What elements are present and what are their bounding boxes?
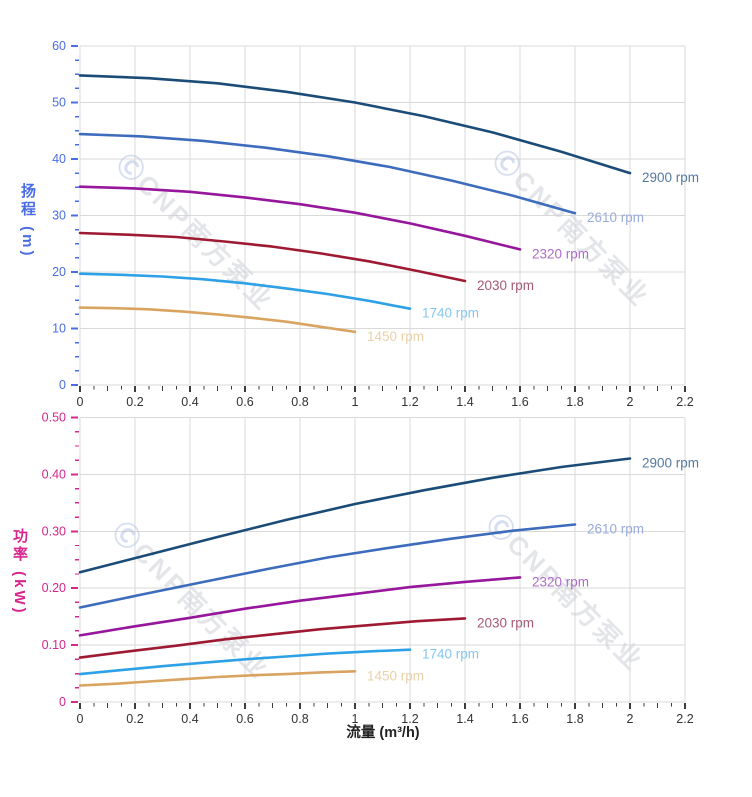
x-tick-label: 0 [77,395,84,409]
curve-label-1740-rpm: 1740 rpm [422,647,479,662]
x-tick-label: 2 [627,712,634,726]
y-tick-label: 0 [59,378,66,392]
flow-axis-title: 流量 (m³/h) [346,725,420,741]
curve-label-2900-rpm: 2900 rpm [642,170,699,185]
curve-1450-rpm [78,670,357,687]
curve-1740-rpm [78,272,412,310]
y-tick-label: 50 [52,96,66,110]
curve-label-1740-rpm: 1740 rpm [422,306,479,321]
x-tick-label: 1.4 [456,712,473,726]
curve-2900-rpm [78,74,632,175]
x-tick-label: 1 [352,712,359,726]
curve-2610-rpm [78,523,577,609]
x-tick-label: 1 [352,395,359,409]
curve-2320-rpm [78,576,522,637]
y-tick-label: 0.20 [42,581,66,595]
x-tick-label: 0.2 [126,712,143,726]
x-tick-label: 0 [77,712,84,726]
power-axis-title: 功率 (kW) [11,528,28,616]
y-tick-label: 60 [52,39,66,53]
curve-label-2030-rpm: 2030 rpm [477,615,534,630]
y-tick-label: 40 [52,152,66,166]
curve-1450-rpm [78,306,357,334]
head-axis-title: 扬程 (m) [19,183,36,259]
curve-2030-rpm [78,617,467,659]
x-tick-label: 0.2 [126,395,143,409]
y-tick-label: 20 [52,265,66,279]
power-curves: 0 0.10 0.20 0.30 0.40 0.50 0 0.2 0.4 0.6 0.8 1 1.2 1.… [42,411,699,727]
x-tick-label: 0.8 [291,395,308,409]
y-tick-label: 0.30 [42,524,66,538]
x-axis-ticks [79,386,686,392]
x-tick-label: 1.2 [401,712,418,726]
x-tick-label: 2 [627,395,634,409]
curve-label-2320-rpm: 2320 rpm [532,246,589,261]
curve-2900-rpm [78,457,632,574]
curve-label-2610-rpm: 2610 rpm [587,210,644,225]
x-tick-label: 2.2 [676,395,693,409]
y-tick-label: 0.10 [42,638,66,652]
y-tick-label: 0.40 [42,467,66,481]
x-tick-label: 0.6 [236,712,253,726]
curve-label-2030-rpm: 2030 rpm [477,278,534,293]
curve-label-2320-rpm: 2320 rpm [532,574,589,589]
y-tick-label: 10 [52,322,66,336]
curve-label-1450-rpm: 1450 rpm [367,329,424,344]
x-tick-label: 1.2 [401,395,418,409]
curve-2320-rpm [78,185,522,251]
y-tick-label: 0 [59,695,66,709]
curve-1740-rpm [78,648,412,676]
y-tick-label: 0.50 [42,411,66,425]
x-tick-label: 0.8 [291,712,308,726]
x-axis-ticks [79,703,686,709]
cnp-watermark: ⒸCNP南方泵业 [111,148,280,317]
x-tick-label: 1.6 [511,712,528,726]
y-axis-ticks [71,416,79,703]
curve-2610-rpm [78,132,577,215]
x-tick-label: 1.4 [456,395,473,409]
curve-label-1450-rpm: 1450 rpm [367,668,424,683]
y-axis-ticks [71,45,79,386]
x-tick-label: 0.6 [236,395,253,409]
x-tick-label: 0.4 [181,712,198,726]
x-tick-label: 2.2 [676,712,693,726]
x-tick-label: 1.6 [511,395,528,409]
x-tick-label: 1.8 [566,395,583,409]
curve-label-2900-rpm: 2900 rpm [642,455,699,470]
head-curves: 0 10 20 30 40 50 60 0 0.2 0.4 0.6 0.8 1 1.2 1.4 1.6 1.8 2… [52,39,699,409]
grid [79,417,686,703]
x-tick-label: 1.8 [566,712,583,726]
x-tick-label: 0.4 [181,395,198,409]
curve-label-2610-rpm: 2610 rpm [587,521,644,536]
curve-2030-rpm [78,231,467,283]
y-tick-label: 30 [52,209,66,223]
